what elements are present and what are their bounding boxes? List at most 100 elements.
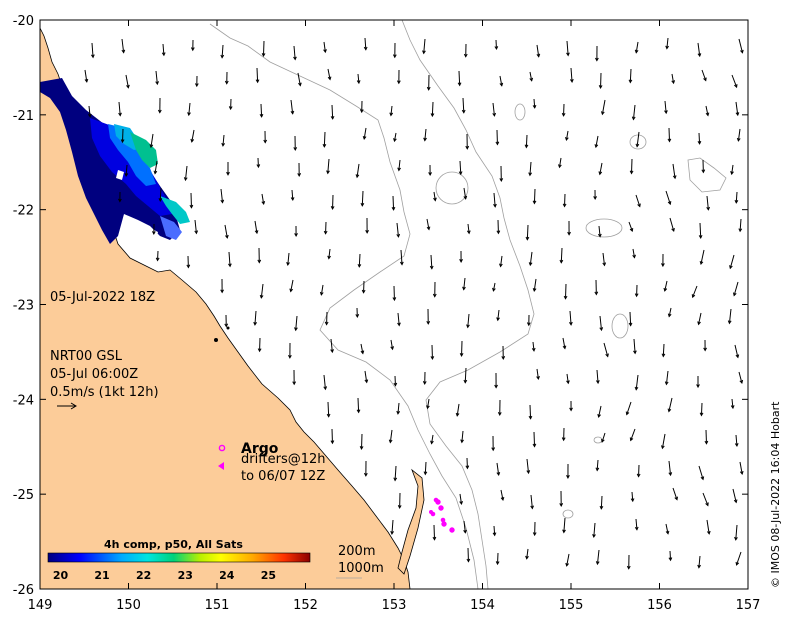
current-vector	[701, 159, 706, 174]
current-vector	[189, 192, 194, 209]
lon-tick-label: 156	[647, 598, 672, 613]
current-vector	[594, 279, 599, 296]
drifters-date-label: to 06/07 12Z	[241, 469, 325, 484]
latitude-axis: -20 -21 -22 -23 -24 -25 -26	[13, 14, 748, 598]
current-vector	[661, 433, 666, 450]
current-vector	[459, 493, 463, 506]
current-vector	[734, 524, 738, 541]
current-vector	[330, 104, 335, 120]
current-vector	[526, 314, 531, 327]
colorbar-tick-label: 25	[261, 569, 276, 582]
current-vector	[357, 253, 362, 268]
current-vector	[228, 98, 233, 111]
depth-contours	[209, 20, 727, 589]
current-vector	[361, 280, 366, 294]
current-vector	[461, 97, 466, 114]
current-vector	[697, 312, 702, 326]
model-time-label: 05-Jul 06:00Z	[50, 367, 138, 382]
current-vector	[730, 398, 735, 410]
current-vector	[569, 400, 573, 412]
current-vector	[326, 401, 331, 418]
current-vector	[323, 41, 327, 54]
lon-tick-label: 154	[470, 598, 495, 613]
current-vector	[499, 75, 504, 87]
current-vector	[186, 255, 191, 269]
current-vector	[359, 100, 364, 114]
current-vector	[326, 158, 330, 175]
current-vector	[558, 157, 562, 169]
current-vector	[665, 523, 670, 535]
current-vector	[734, 344, 740, 359]
current-vector	[625, 401, 632, 416]
current-vector	[491, 435, 496, 452]
current-vector	[430, 344, 435, 361]
model-label: NRT00 GSL	[50, 349, 123, 364]
current-vector	[323, 221, 328, 235]
current-vector	[360, 343, 365, 355]
current-vector	[151, 223, 156, 236]
lat-tick-label: -25	[13, 488, 34, 503]
current-vector	[667, 127, 672, 143]
current-vector	[501, 345, 506, 360]
argo-label: Argo	[241, 441, 279, 457]
current-vector	[631, 104, 636, 121]
current-vector	[390, 519, 394, 535]
current-vector	[355, 307, 360, 319]
lon-tick-label: 152	[293, 598, 318, 613]
current-vector	[463, 520, 467, 534]
current-vector	[423, 128, 427, 142]
current-vector	[628, 311, 633, 327]
current-vector	[161, 43, 166, 57]
current-vector	[496, 219, 501, 235]
current-vector	[289, 279, 294, 293]
current-vector	[432, 524, 437, 541]
current-vector	[397, 159, 401, 172]
current-vector	[565, 553, 570, 567]
colorbar	[47, 552, 311, 563]
current-vector	[528, 161, 533, 177]
current-vector	[286, 252, 290, 267]
current-vector	[153, 160, 158, 175]
colorbar-tick-label: 20	[53, 569, 69, 582]
current-vector	[327, 68, 332, 81]
current-vector	[158, 187, 163, 203]
current-vector	[732, 488, 738, 504]
current-vector	[595, 45, 599, 62]
current-vector	[396, 402, 401, 415]
current-vector	[90, 42, 95, 59]
current-vector	[632, 248, 636, 259]
current-vector	[701, 69, 707, 82]
current-vector	[190, 129, 195, 143]
lon-tick-label: 153	[382, 598, 407, 613]
current-vector	[672, 163, 677, 180]
lat-tick-label: -20	[13, 14, 34, 29]
current-vector	[566, 373, 570, 385]
current-vector	[255, 67, 260, 84]
current-vector	[598, 72, 603, 90]
date-label: 05-Jul-2022 18Z	[50, 290, 155, 305]
current-vector	[426, 398, 430, 410]
current-vector	[494, 39, 499, 51]
longitude-axis: 149 150 151 152 153 154 155 156 157	[28, 20, 761, 613]
current-vector	[465, 457, 470, 470]
current-vector	[602, 252, 607, 267]
current-vector	[630, 491, 635, 503]
current-vector	[297, 162, 302, 177]
current-vector	[570, 67, 574, 83]
current-vector	[392, 285, 397, 302]
current-vector	[702, 492, 709, 507]
current-vector	[365, 217, 369, 234]
current-vector	[457, 70, 462, 87]
scale-arrow	[57, 402, 77, 410]
current-vector	[665, 37, 670, 50]
lon-tick-label: 157	[736, 598, 761, 613]
current-vector	[422, 38, 426, 55]
current-vector	[257, 337, 262, 353]
current-vector	[499, 165, 504, 183]
current-vector	[594, 135, 599, 149]
current-vector	[663, 280, 668, 292]
current-vector	[699, 402, 704, 417]
current-vector	[426, 218, 431, 231]
current-vectors	[84, 37, 744, 570]
